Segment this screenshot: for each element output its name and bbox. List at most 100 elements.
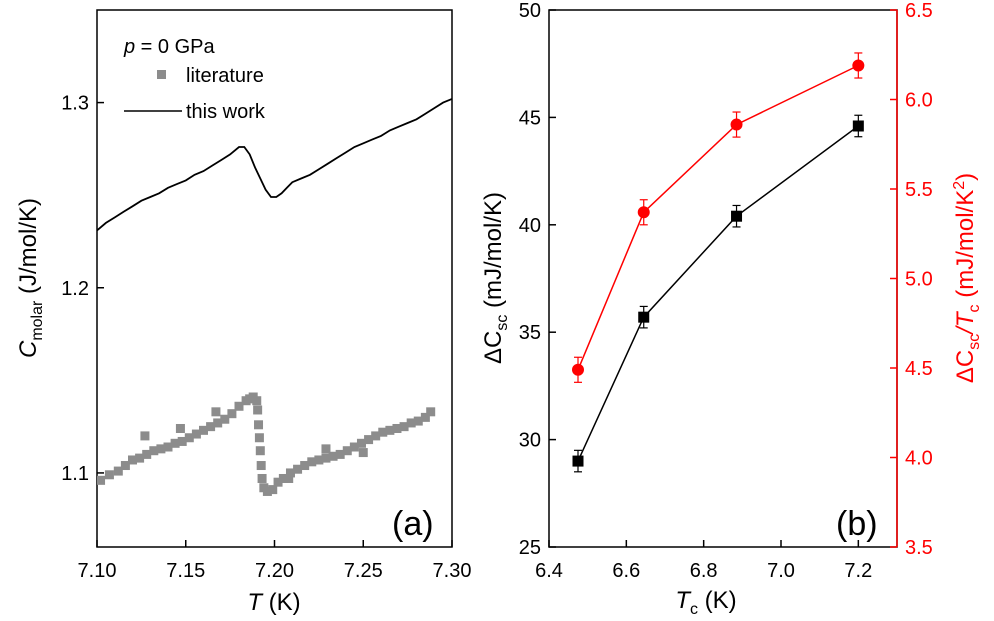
literature-data-point <box>358 448 368 458</box>
literature-data-point <box>220 414 230 424</box>
right-y-tick-label: 5.0 <box>905 269 933 291</box>
left-data-point <box>638 311 650 323</box>
right-y-tick-label: 3.5 <box>905 537 933 559</box>
literature-data-point <box>254 420 264 430</box>
x-tick-label: 7.0 <box>767 560 795 582</box>
panel-a: 7.10 7.15 7.20 7.25 7.30 1.1 1.2 1.3 p = 0 GPa… <box>15 9 471 616</box>
panel-b-right-y-axis-label: ΔCsc/Tc (mJ/mol/K2) <box>951 173 983 383</box>
panel-b-right-y-ticks: 3.5 4.0 4.5 5.0 5.5 6.0 6.5 <box>890 0 933 559</box>
literature-data-point <box>307 457 317 467</box>
literature-data-point <box>268 485 278 495</box>
literature-data-point <box>321 444 331 454</box>
literature-data-point <box>256 461 266 471</box>
panel-b-frame <box>548 9 898 548</box>
literature-data-point <box>392 423 402 433</box>
y-tick-label: 1.3 <box>61 93 89 115</box>
literature-data-point <box>156 444 166 454</box>
right-y-tick-label: 4.5 <box>905 358 933 380</box>
literature-data-point <box>163 442 173 452</box>
literature-data-point <box>284 473 294 483</box>
panel-b: 6.4 6.6 6.8 7.0 7.2 25 30 35 40 45 50 3.5 4.0 4.5 5.… <box>480 0 983 618</box>
literature-data-point <box>349 442 359 452</box>
literature-data-point <box>364 435 374 445</box>
literature-data-point <box>278 473 288 483</box>
left-data-point <box>731 210 743 222</box>
right-data-point <box>637 206 650 219</box>
literature-data-point <box>314 455 324 465</box>
panel-b-x-ticks: 6.4 6.6 6.8 7.0 7.2 <box>535 540 872 582</box>
left-y-tick-label: 40 <box>519 215 541 237</box>
right-data-point <box>730 118 743 131</box>
panel-a-legend: p = 0 GPa literature this work <box>123 36 266 123</box>
legend-this-work-label: this work <box>186 101 266 123</box>
legend-title: p = 0 GPa <box>123 36 215 58</box>
literature-data-point <box>199 425 208 435</box>
panel-b-annotation: (b) <box>836 505 878 543</box>
panel-a-annotation: (a) <box>392 505 434 543</box>
literature-data-point <box>356 438 366 448</box>
y-tick-label: 1.2 <box>61 278 89 300</box>
right-y-tick-label: 6.0 <box>905 90 933 112</box>
x-tick-label: 7.2 <box>844 560 872 582</box>
literature-data-point <box>413 416 423 426</box>
literature-data-point <box>213 418 223 428</box>
x-tick-label: 7.15 <box>166 560 205 582</box>
literature-data-point <box>227 409 237 419</box>
panel-a-plot-area <box>97 98 452 496</box>
literature-data-point <box>113 466 123 476</box>
left-series-line <box>577 125 859 462</box>
literature-data-point <box>120 461 130 471</box>
literature-data-point <box>140 431 150 441</box>
literature-data-point <box>335 449 345 459</box>
literature-data-point <box>385 425 395 435</box>
legend-literature-label: literature <box>186 65 264 87</box>
left-data-point <box>572 455 584 467</box>
literature-data-point <box>135 453 145 463</box>
literature-data-point <box>175 423 185 433</box>
literature-data-point <box>234 401 244 411</box>
literature-data-point <box>406 418 416 428</box>
literature-data-point <box>191 429 201 439</box>
literature-data-point <box>170 438 180 448</box>
literature-data-point <box>128 455 137 465</box>
x-tick-label: 7.10 <box>78 560 117 582</box>
literature-data-point <box>104 470 114 480</box>
literature-data-point <box>371 431 381 441</box>
right-data-point <box>572 363 584 376</box>
right-y-tick-label: 6.5 <box>905 0 933 22</box>
literature-data-point <box>273 477 283 487</box>
literature-data-point <box>211 407 221 417</box>
right-y-tick-label: 4.0 <box>905 448 933 470</box>
literature-data-point <box>97 475 106 485</box>
literature-data-point <box>254 433 264 443</box>
x-tick-label: 7.20 <box>255 560 294 582</box>
x-tick-label: 6.8 <box>690 560 718 582</box>
panel-a-y-ticks: 1.1 1.2 1.3 <box>61 93 104 485</box>
panel-b-left-y-axis-label: ΔCsc (mJ/mol/K) <box>480 192 511 364</box>
literature-data-point <box>285 468 295 478</box>
right-series-line <box>577 64 859 371</box>
literature-data-point <box>342 446 352 456</box>
panel-b-left-y-ticks: 25 30 35 40 45 50 <box>519 0 556 559</box>
literature-data-point <box>177 436 187 446</box>
x-tick-label: 7.25 <box>344 560 383 582</box>
literature-data-point <box>378 427 388 437</box>
panel-b-plot-area <box>572 52 865 473</box>
left-y-tick-label: 35 <box>519 322 541 344</box>
left-y-tick-label: 50 <box>519 0 541 22</box>
left-y-tick-label: 30 <box>519 430 541 452</box>
x-tick-label: 6.4 <box>535 560 563 582</box>
literature-data-point <box>321 453 331 463</box>
literature-data-point <box>253 405 263 415</box>
literature-data-point <box>399 422 409 432</box>
panel-a-x-ticks: 7.10 7.15 7.20 7.25 7.30 <box>78 540 471 582</box>
y-tick-label: 1.1 <box>61 463 89 485</box>
literature-data-point <box>426 407 436 417</box>
left-y-tick-label: 25 <box>519 537 541 559</box>
literature-data-point <box>184 433 194 443</box>
panel-b-x-axis-label: Tc (K) <box>675 587 736 618</box>
literature-data-point <box>293 464 303 474</box>
right-y-tick-label: 5.5 <box>905 179 933 201</box>
x-tick-label: 6.6 <box>612 560 640 582</box>
